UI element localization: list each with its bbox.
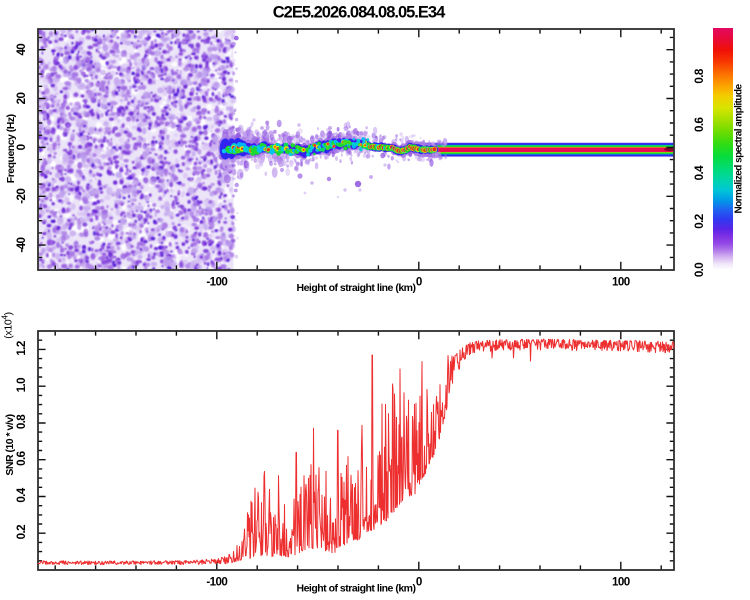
svg-text:0.2: 0.2 [693,214,706,228]
svg-text:Normalized spectral amplitude: Normalized spectral amplitude [734,83,745,213]
svg-text:0.8: 0.8 [693,68,706,83]
svg-text:0: 0 [15,144,28,150]
svg-text:(x104): (x104) [1,312,15,339]
svg-text:40: 40 [15,44,28,56]
svg-text:SNR (10 * v/v): SNR (10 * v/v) [4,414,16,475]
svg-text:-100: -100 [206,576,227,589]
svg-text:1.0: 1.0 [15,378,28,392]
svg-text:Frequency (Hz): Frequency (Hz) [5,114,17,183]
svg-text:Height of straight line (km): Height of straight line (km) [296,282,415,294]
svg-text:0.0: 0.0 [693,263,706,277]
svg-text:C2E5.2026.084.08.05.E34: C2E5.2026.084.08.05.E34 [273,4,446,22]
svg-text:20: 20 [15,93,28,105]
svg-text:0.2: 0.2 [15,525,28,539]
svg-text:-100: -100 [206,276,227,289]
svg-text:100: 100 [612,276,630,289]
svg-text:0: 0 [416,576,422,589]
svg-text:0: 0 [416,276,422,289]
svg-text:-40: -40 [15,237,28,252]
svg-text:0.6: 0.6 [15,450,28,465]
svg-text:1.2: 1.2 [15,341,28,355]
svg-text:Height of straight line (km): Height of straight line (km) [296,583,415,595]
svg-text:0.8: 0.8 [15,414,28,429]
svg-text:-20: -20 [15,189,28,204]
svg-text:100: 100 [612,576,630,589]
svg-text:0.4: 0.4 [693,165,706,180]
svg-text:0.6: 0.6 [693,116,706,131]
svg-text:0.4: 0.4 [15,487,28,502]
